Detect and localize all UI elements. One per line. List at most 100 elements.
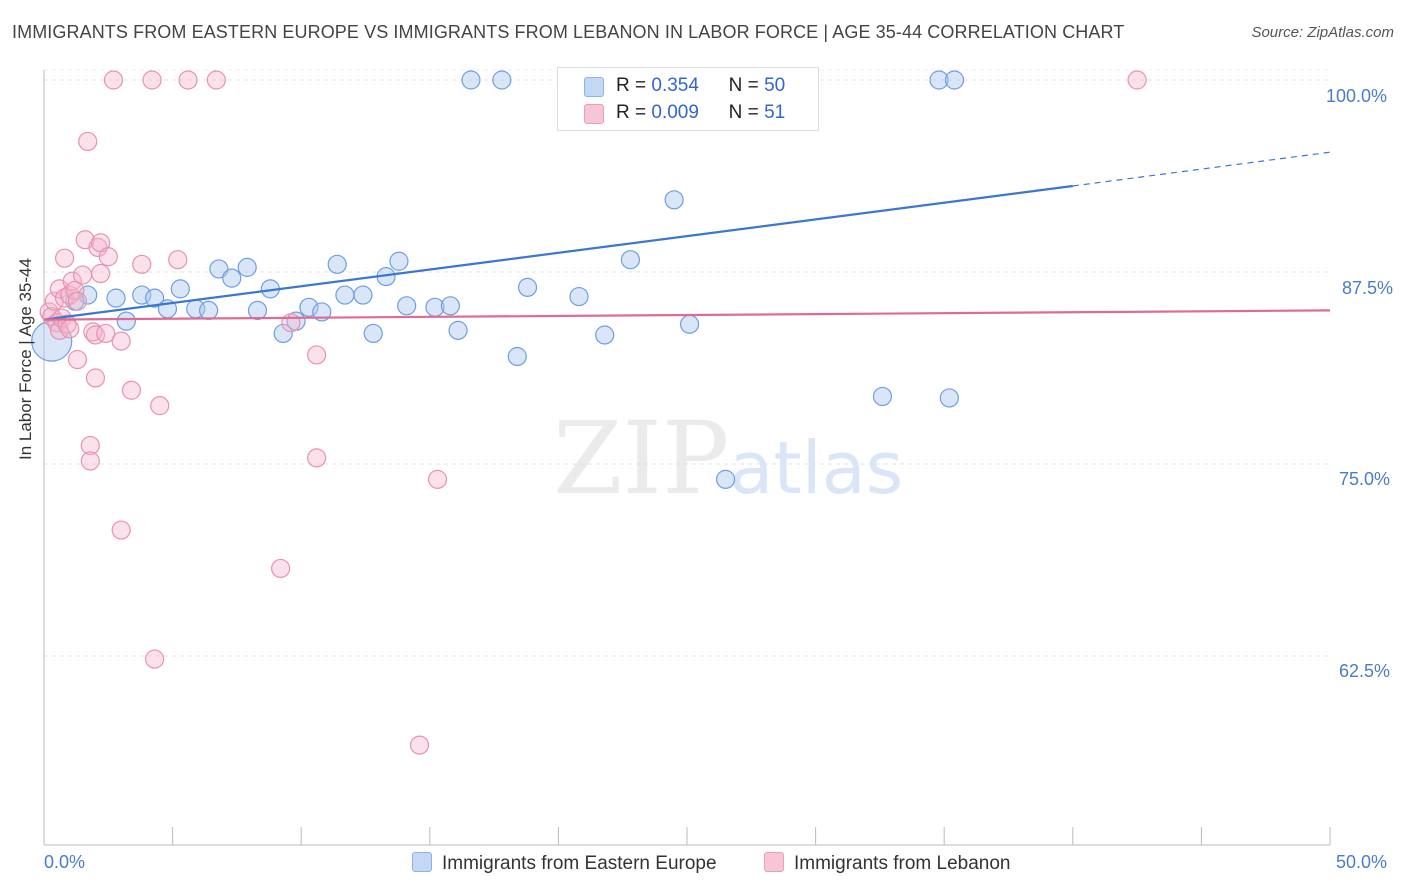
legend-r-value-blue: 0.354 [651, 75, 699, 96]
y-axis-label: In Labor Force | Age 35-44 [16, 258, 35, 460]
y-tick-label-62-5: 62.5% [1339, 661, 1391, 681]
point-lebanon-5 [49, 320, 70, 340]
legend-n-label: N = [728, 75, 759, 96]
point-eastern-europe-49 [944, 70, 965, 90]
legend-swatch-pink [584, 104, 604, 124]
point-eastern-europe-28 [440, 296, 460, 316]
y-tick-label-75: 75.0% [1339, 469, 1391, 489]
watermark-zip: ZIP [553, 400, 730, 517]
legend-r-label: R = [616, 75, 647, 96]
point-eastern-europe-26 [397, 296, 417, 316]
point-eastern-europe-48 [939, 388, 959, 408]
point-lebanon-40 [271, 558, 291, 579]
point-eastern-europe-35 [569, 286, 589, 307]
trendline-eastern-europe-extension [1072, 151, 1331, 187]
point-lebanon-15 [67, 291, 88, 311]
watermark-atlas: atlas [729, 426, 904, 510]
point-eastern-europe-19 [312, 302, 332, 322]
point-lebanon-43 [307, 345, 327, 365]
point-eastern-europe-10 [199, 300, 219, 320]
point-lebanon-20 [80, 451, 100, 471]
point-lebanon-18 [78, 131, 98, 152]
point-eastern-europe-38 [620, 250, 641, 270]
point-eastern-europe-4 [116, 311, 136, 331]
point-lebanon-35 [144, 649, 165, 669]
point-eastern-europe-41 [679, 314, 700, 334]
chart-source: Source: ZipAtlas.com [1251, 24, 1394, 41]
point-eastern-europe-12 [222, 268, 242, 288]
point-lebanon-25 [90, 263, 111, 284]
point-eastern-europe-29 [448, 320, 468, 340]
legend-n-value-pink: 51 [764, 102, 786, 123]
point-lebanon-30 [111, 331, 131, 351]
point-lebanon-11 [60, 319, 80, 339]
y-tick-label-87-5: 87.5% [1342, 278, 1394, 298]
x-tick-label-0: 0.0% [44, 852, 86, 872]
point-eastern-europe-32 [507, 346, 527, 367]
point-eastern-europe-3 [106, 288, 126, 308]
point-eastern-europe-6 [144, 288, 165, 308]
point-lebanon-32 [121, 380, 142, 400]
point-lebanon-44 [409, 735, 430, 755]
legend-n-value-blue: 50 [764, 75, 786, 96]
point-eastern-europe-36 [595, 325, 615, 345]
legend-r-value-pink: 0.009 [651, 102, 699, 123]
point-eastern-europe-42 [715, 469, 736, 489]
legend-row-pink: R = 0.009 N = 51 [616, 102, 785, 124]
point-lebanon-23 [85, 368, 106, 388]
trendline-eastern-europe [43, 184, 1073, 321]
point-lebanon-29 [103, 70, 124, 90]
point-eastern-europe-46 [872, 386, 893, 407]
point-lebanon-8 [54, 248, 75, 268]
point-lebanon-31 [111, 520, 131, 540]
point-lebanon-38 [178, 70, 198, 90]
point-lebanon-41 [281, 313, 301, 333]
point-lebanon-39 [206, 70, 226, 90]
watermark: ZIPatlas [553, 400, 903, 517]
bottom-legend-pink: Immigrants from Lebanon [764, 852, 1011, 875]
bottom-legend-label-blue: Immigrants from Eastern Europe [442, 853, 717, 874]
point-eastern-europe-8 [170, 279, 190, 299]
point-eastern-europe-30 [461, 70, 481, 90]
point-eastern-europe-14 [247, 300, 268, 320]
point-lebanon-27 [96, 323, 116, 344]
point-lebanon-33 [132, 254, 152, 274]
point-eastern-europe-47 [929, 70, 949, 90]
point-lebanon-46 [1127, 70, 1147, 90]
bottom-legend-swatch-blue [412, 852, 432, 872]
point-lebanon-16 [72, 265, 93, 285]
legend-n-label: N = [728, 102, 759, 123]
point-lebanon-22 [85, 325, 106, 345]
point-eastern-europe-23 [363, 323, 383, 344]
legend-row-blue: R = 0.354 N = 50 [616, 75, 785, 97]
x-tick-label-50: 50.0% [1336, 852, 1388, 872]
point-lebanon-37 [168, 250, 188, 270]
bottom-legend-blue: Immigrants from Eastern Europe [412, 852, 717, 875]
point-lebanon-34 [142, 70, 162, 90]
point-eastern-europe-40 [664, 190, 684, 210]
point-eastern-europe-25 [389, 251, 409, 271]
point-lebanon-28 [98, 247, 118, 267]
point-eastern-europe-16 [273, 323, 293, 344]
point-eastern-europe-31 [492, 70, 512, 90]
legend-r-label: R = [616, 102, 647, 123]
chart-title: IMMIGRANTS FROM EASTERN EUROPE VS IMMIGR… [12, 22, 1125, 42]
legend-swatch-blue [584, 77, 604, 97]
point-eastern-europe-21 [335, 285, 355, 305]
point-lebanon-42 [307, 448, 327, 468]
point-eastern-europe-18 [299, 297, 319, 317]
point-lebanon-45 [427, 469, 448, 489]
point-lebanon-19 [80, 435, 100, 456]
trendline-lebanon [43, 309, 1331, 321]
bottom-legend-label-pink: Immigrants from Lebanon [794, 853, 1011, 874]
point-eastern-europe-13 [237, 257, 257, 277]
y-tick-label-100: 100.0% [1326, 86, 1388, 106]
point-eastern-europe-33 [517, 277, 538, 297]
point-eastern-europe-20 [327, 254, 347, 274]
point-lebanon-14 [67, 349, 88, 370]
bottom-legend-swatch-pink [764, 852, 784, 872]
point-eastern-europe-22 [353, 285, 373, 305]
legend-box: R = 0.354 N = 50 R = 0.009 N = 51 [557, 67, 819, 131]
point-lebanon-36 [150, 396, 170, 416]
